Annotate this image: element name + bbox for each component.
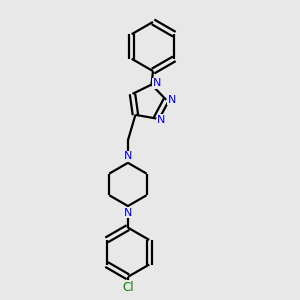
Text: N: N bbox=[124, 208, 132, 218]
Text: N: N bbox=[168, 95, 176, 105]
Text: N: N bbox=[157, 115, 166, 125]
Text: N: N bbox=[152, 78, 161, 88]
Text: N: N bbox=[124, 151, 132, 161]
Text: Cl: Cl bbox=[122, 281, 134, 294]
